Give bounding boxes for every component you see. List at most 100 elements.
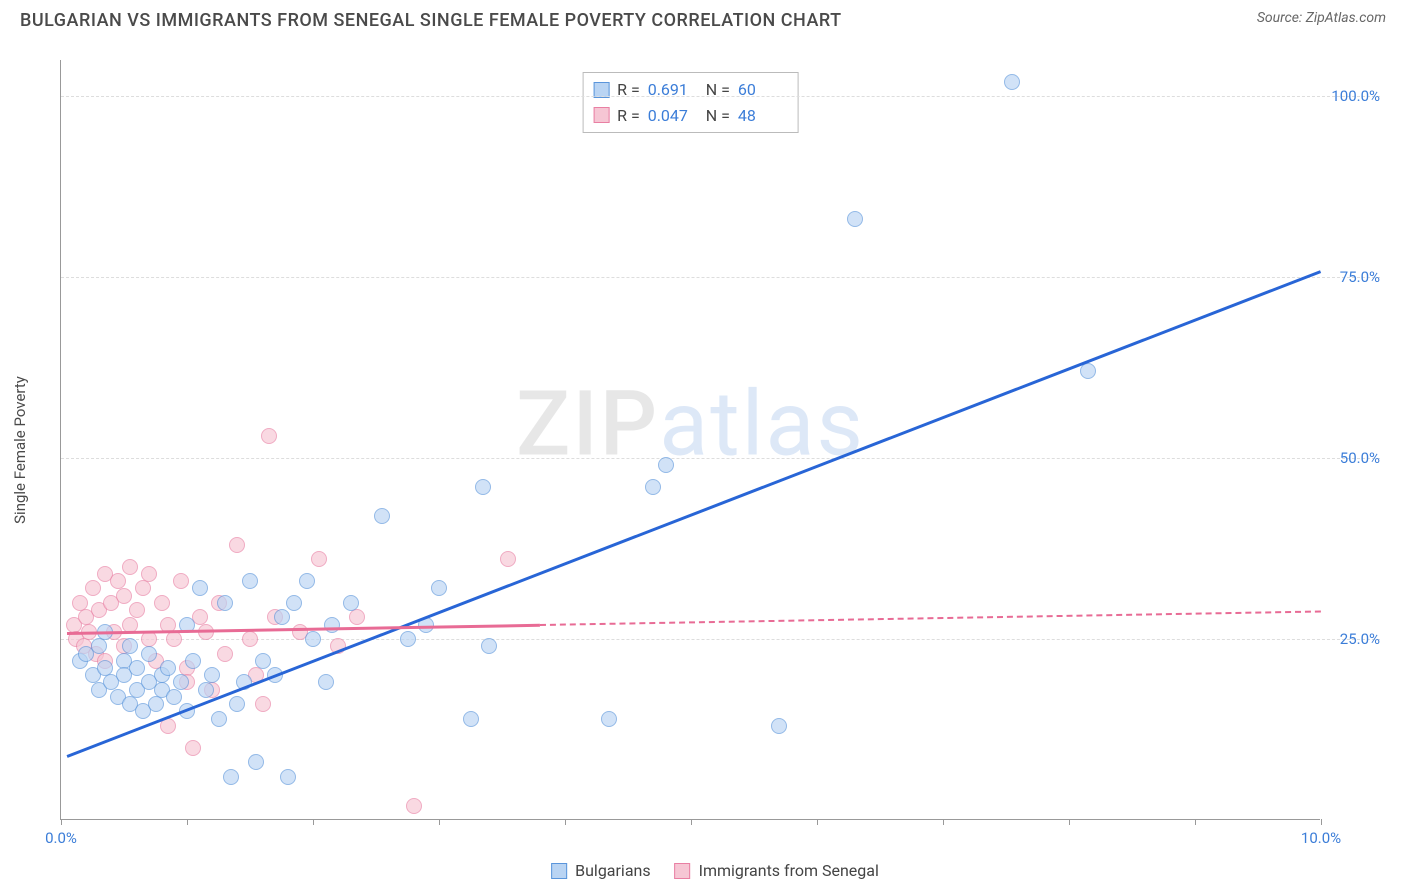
data-point [141, 566, 157, 582]
x-tick [943, 819, 944, 825]
y-tick-label: 100.0% [1325, 87, 1380, 105]
data-point [122, 638, 138, 654]
x-tick-label: 0.0% [45, 829, 77, 847]
source-label: Source: ZipAtlas.com [1257, 10, 1386, 26]
data-point [248, 754, 264, 770]
data-point [192, 580, 208, 596]
x-tick [187, 819, 188, 825]
data-point [255, 653, 271, 669]
data-point [349, 609, 365, 625]
data-point [771, 718, 787, 734]
y-tick-label: 50.0% [1325, 449, 1380, 467]
chart-area: Single Female Poverty ZIPatlas R =0.691N… [50, 50, 1380, 850]
gridline-h [61, 277, 1380, 278]
chart-title: BULGARIAN VS IMMIGRANTS FROM SENEGAL SIN… [20, 10, 842, 31]
x-tick [1195, 819, 1196, 825]
data-point [91, 638, 107, 654]
legend-item: Bulgarians [551, 861, 650, 880]
data-point [255, 696, 271, 712]
data-point [217, 595, 233, 611]
x-tick [313, 819, 314, 825]
legend-label: Immigrants from Senegal [699, 861, 879, 880]
data-point [122, 559, 138, 575]
data-point [274, 609, 290, 625]
data-point [223, 769, 239, 785]
legend-label: Bulgarians [575, 861, 650, 880]
data-point [261, 428, 277, 444]
data-point [311, 551, 327, 567]
r-value: 0.047 [648, 103, 698, 129]
data-point [1080, 363, 1096, 379]
data-point [166, 631, 182, 647]
data-point [475, 479, 491, 495]
n-label: N = [706, 77, 730, 103]
data-point [211, 711, 227, 727]
data-point [431, 580, 447, 596]
data-point [481, 638, 497, 654]
data-point [85, 580, 101, 596]
legend-item: Immigrants from Senegal [675, 861, 879, 880]
data-point [343, 595, 359, 611]
gridline-h [61, 639, 1380, 640]
legend-swatch [675, 863, 691, 879]
data-point [135, 580, 151, 596]
trend-line [540, 610, 1321, 626]
data-point [129, 602, 145, 618]
data-point [160, 660, 176, 676]
watermark-zip: ZIP [516, 372, 659, 477]
x-tick [61, 819, 62, 825]
data-point [299, 573, 315, 589]
data-point [229, 696, 245, 712]
data-point [406, 798, 422, 814]
data-point [601, 711, 617, 727]
data-point [1004, 74, 1020, 90]
data-point [141, 646, 157, 662]
legend-swatch [551, 863, 567, 879]
legend: Bulgarians Immigrants from Senegal [551, 861, 879, 880]
data-point [658, 457, 674, 473]
watermark: ZIPatlas [516, 372, 865, 477]
data-point [148, 696, 164, 712]
data-point [242, 631, 258, 647]
data-point [280, 769, 296, 785]
data-point [400, 631, 416, 647]
x-tick-label: 10.0% [1301, 829, 1341, 847]
r-label: R = [617, 77, 640, 103]
title-bar: BULGARIAN VS IMMIGRANTS FROM SENEGAL SIN… [0, 0, 1406, 31]
y-tick-label: 25.0% [1325, 630, 1380, 648]
data-point [463, 711, 479, 727]
data-point [286, 595, 302, 611]
x-tick [691, 819, 692, 825]
data-point [305, 631, 321, 647]
scatter-plot: ZIPatlas R =0.691N =60R =0.047N =48 25.0… [60, 60, 1320, 820]
trend-line [67, 270, 1322, 757]
watermark-atlas: atlas [659, 372, 865, 477]
data-point [217, 646, 233, 662]
data-point [185, 740, 201, 756]
data-point [166, 689, 182, 705]
x-tick [817, 819, 818, 825]
data-point [500, 551, 516, 567]
data-point [116, 588, 132, 604]
data-point [185, 653, 201, 669]
gridline-h [61, 458, 1380, 459]
data-point [173, 573, 189, 589]
y-axis-label: Single Female Poverty [11, 376, 29, 524]
n-label: N = [706, 103, 730, 129]
stats-box: R = 0.691 N = 60R = 0.047 N = 48 [582, 72, 799, 133]
n-value: 48 [738, 103, 788, 129]
legend-swatch [593, 107, 609, 123]
x-tick [1069, 819, 1070, 825]
gridline-h [61, 96, 1380, 97]
data-point [129, 660, 145, 676]
n-value: 60 [738, 77, 788, 103]
data-point [847, 211, 863, 227]
r-value: 0.691 [648, 77, 698, 103]
data-point [173, 674, 189, 690]
data-point [198, 682, 214, 698]
data-point [318, 674, 334, 690]
x-tick [565, 819, 566, 825]
data-point [154, 595, 170, 611]
stats-row: R = 0.691 N = 60 [593, 77, 788, 103]
x-tick [439, 819, 440, 825]
